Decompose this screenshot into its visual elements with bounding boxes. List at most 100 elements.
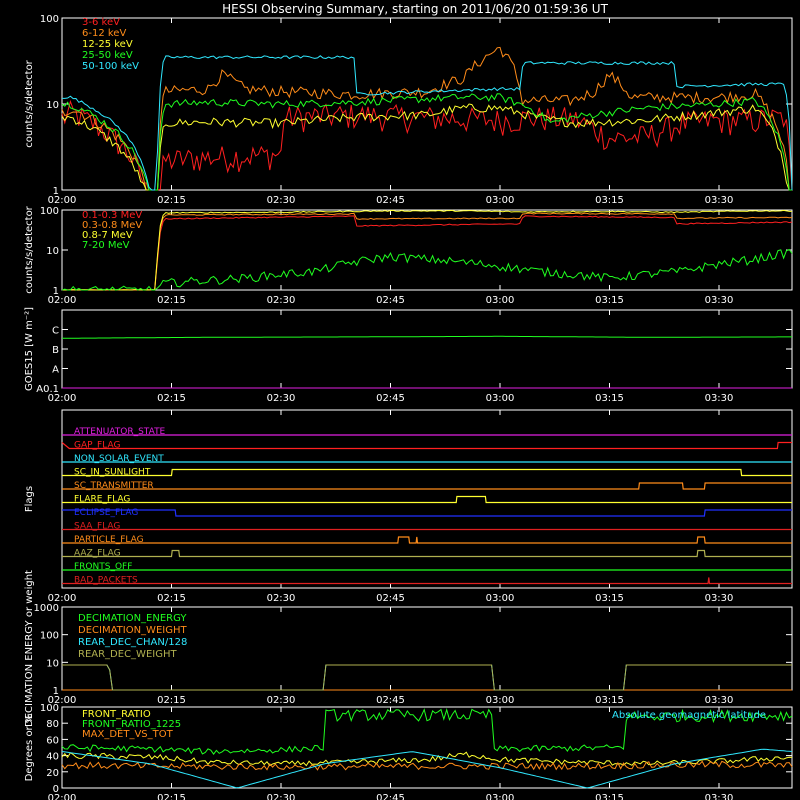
flag-label: FRONTS_OFF [74, 562, 132, 572]
series-line [61, 708, 793, 755]
y-axis-label: GOES15 [W m⁻²] [24, 307, 35, 391]
figure-title: HESSI Observing Summary, starting on 201… [222, 2, 608, 16]
x-tick-label: 03:30 [705, 295, 734, 306]
x-tick-label: 03:15 [595, 195, 624, 206]
series-line [61, 751, 793, 767]
x-tick-label: 03:00 [486, 393, 515, 404]
flag-label: PARTICLE_FLAG [74, 535, 144, 545]
panel-highE: 02:00 02:15 02:30 02:45 03:00 03:15 03:30 1 10 10… [24, 205, 793, 306]
y-tick-label: 80 [46, 719, 59, 730]
y-tick-label: 10 [46, 658, 59, 669]
y-tick-label: 100 [40, 206, 59, 217]
legend-entry: REAR_DEC_CHAN/128 [78, 637, 187, 648]
series-line [61, 248, 793, 291]
y-tick-label: 60 [46, 735, 59, 746]
y-tick-label: 0 [53, 784, 59, 795]
y-tick-label: 1000 [34, 603, 59, 614]
x-tick-label: 02:15 [157, 393, 186, 404]
x-tick-label: 02:30 [267, 195, 296, 206]
flag-label: SC_TRANSMITTER [74, 481, 154, 491]
x-tick-label: 03:00 [486, 295, 515, 306]
flag-line [62, 509, 792, 517]
x-tick-label: 02:00 [48, 695, 77, 706]
x-tick-label: 02:30 [267, 593, 296, 604]
legend-entry: 25-50 keV [82, 50, 133, 61]
legend-entry: 50-100 keV [82, 61, 139, 72]
legend-entry: DECIMATION_ENERGY [78, 613, 187, 624]
x-tick-label: 02:30 [267, 793, 296, 800]
series-line [62, 215, 793, 291]
y-axis-label: Flags [24, 486, 35, 512]
x-tick-label: 02:00 [48, 393, 77, 404]
series-line [61, 212, 793, 291]
x-tick-label: 03:30 [705, 793, 734, 800]
y-tick-label: 10 [46, 100, 59, 111]
x-tick-label: 03:00 [486, 695, 515, 706]
y-tick-label: 100 [40, 703, 59, 714]
x-tick-label: 02:30 [267, 295, 296, 306]
series-line [61, 760, 793, 771]
x-tick-label: 02:15 [157, 295, 186, 306]
y-tick-label: A [52, 365, 59, 376]
x-tick-label: 03:30 [705, 695, 734, 706]
x-tick-label: 03:30 [705, 593, 734, 604]
y-tick-label: 40 [46, 752, 59, 763]
y-axis-label: Degrees or % [24, 714, 35, 782]
y-axis-label: counts/s/detector [24, 205, 35, 293]
series-line [61, 46, 792, 191]
flag-label: ATTENUATOR_STATE [74, 427, 166, 437]
x-tick-label: 02:00 [48, 295, 77, 306]
x-tick-label: 02:45 [376, 393, 405, 404]
x-tick-label: 03:15 [595, 593, 624, 604]
series-line [61, 209, 792, 291]
annotation-text: Absolute geomagnetic latitude [612, 710, 766, 721]
panel-lowE: 02:00 02:15 02:30 02:45 03:00 03:15 03:30 1 10 10… [24, 14, 793, 206]
x-tick-label: 02:30 [267, 393, 296, 404]
panel-ratio: 02:00 02:15 02:30 02:45 03:00 03:15 03:30 0 20 40… [24, 703, 793, 800]
flag-line [62, 536, 792, 544]
flag-label: GAP_FLAG [74, 441, 120, 451]
y-tick-label: 1 [53, 686, 59, 697]
x-tick-label: 02:15 [157, 195, 186, 206]
x-tick-label: 03:15 [595, 793, 624, 800]
y-tick-label: 20 [46, 768, 59, 779]
legend-entry: DECIMATION_WEIGHT [78, 625, 187, 636]
y-tick-label: 1 [53, 286, 59, 297]
legend-entry: FRONT_RATIO_1225 [82, 719, 181, 730]
x-tick-label: 02:00 [48, 593, 77, 604]
flag-line [61, 441, 792, 450]
flag-line [62, 468, 792, 477]
panel-decim: 02:00 02:15 02:30 02:45 03:00 03:15 03:30 1 10 10… [24, 570, 793, 727]
flag-label: FLARE_FLAG [74, 495, 130, 505]
legend-entry: FRONT_RATIO [82, 709, 151, 720]
y-axis-label: counts/s/detector [24, 59, 35, 147]
legend-entry: MAX_DET_VS_TOT [82, 729, 174, 740]
x-tick-label: 03:00 [486, 793, 515, 800]
x-tick-label: 02:45 [376, 695, 405, 706]
x-tick-label: 02:00 [48, 793, 77, 800]
x-tick-label: 03:15 [595, 295, 624, 306]
y-tick-label: 1 [53, 186, 59, 197]
x-tick-label: 02:45 [376, 793, 405, 800]
x-tick-label: 02:15 [157, 593, 186, 604]
y-tick-label: C [52, 326, 59, 337]
x-tick-label: 02:15 [157, 793, 186, 800]
y-axis-label: DECIMATION ENERGY or weight [24, 570, 35, 727]
flag-label: SC_IN_SUNLIGHT [74, 468, 151, 478]
legend-entry: 0.8-7 MeV [82, 230, 133, 241]
series-line [61, 99, 793, 191]
flag-line [62, 577, 792, 585]
series-line [61, 93, 792, 191]
y-tick-label: A0.1 [36, 384, 59, 395]
x-tick-label: 02:00 [48, 195, 77, 206]
series-line [61, 748, 793, 789]
series-line [62, 335, 792, 339]
flag-line [62, 549, 792, 558]
legend-entry: 3-6 keV [82, 17, 120, 28]
legend-entry: 0.3-0.8 MeV [82, 220, 142, 231]
flag-label: AAZ_FLAG [74, 549, 121, 559]
y-tick-label: 100 [40, 631, 59, 642]
y-tick-label: 100 [40, 14, 59, 25]
x-tick-label: 02:45 [376, 295, 405, 306]
